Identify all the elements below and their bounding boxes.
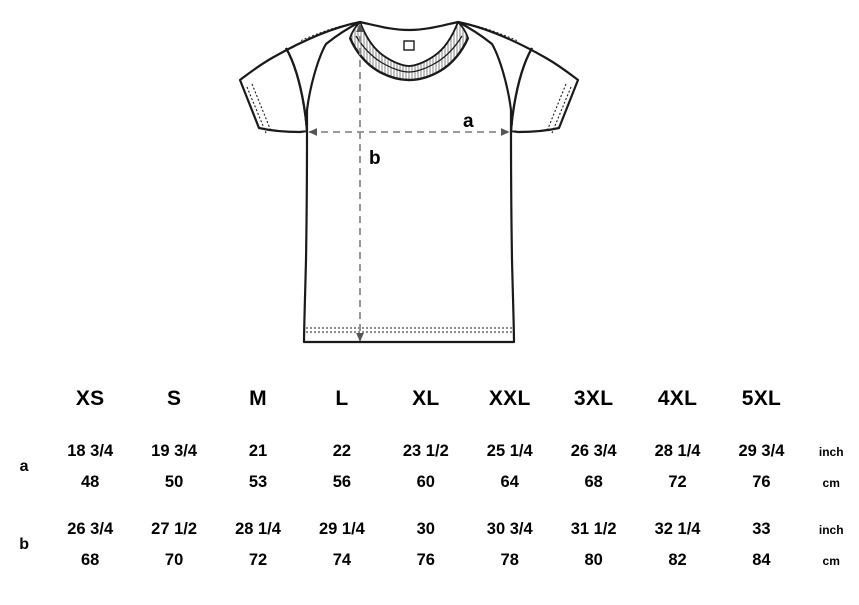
neck-ribbing — [348, 21, 470, 82]
cell-b-cm-5xl: 84 — [752, 551, 771, 569]
spacer-cell — [0, 416, 859, 436]
row-label-b: b — [19, 536, 29, 553]
cell-a-inch-s: 19 3/4 — [151, 442, 198, 460]
cell-a-cm-m: 53 — [248, 473, 268, 491]
table-row-b-inch: b 26 3/4 27 1/2 28 1/4 29 1/4 30 30 3/4 … — [0, 514, 859, 553]
cell-b-inch-xxl: 30 3/4 — [486, 520, 533, 538]
cell-b-cm-4xl: 82 — [668, 551, 687, 569]
cell-a-inch-xl: 23 1/2 — [402, 442, 449, 460]
dimension-label-a: a — [463, 111, 474, 132]
cell-b-inch-m: 28 1/4 — [235, 520, 281, 538]
cell-a-cm-s: 50 — [164, 473, 184, 491]
table-row-b-cm: 68 70 72 74 76 78 80 82 84 cm — [0, 545, 859, 576]
unit-label-b-cm: cm — [822, 553, 840, 568]
t-shirt-illustration: a b — [238, 20, 580, 344]
cell-a-inch-4xl: 28 1/4 — [654, 442, 701, 460]
cell-b-cm-l: 74 — [332, 551, 352, 569]
size-header-xs: XS — [75, 387, 105, 410]
header-unit-blank — [803, 382, 859, 416]
size-header-4xl: 4XL — [657, 387, 698, 410]
cell-b-cm-m: 72 — [248, 551, 268, 569]
cell-a-inch-xs: 18 3/4 — [67, 442, 114, 460]
size-header-3xl: 3XL — [573, 387, 614, 410]
cell-b-inch-5xl: 33 — [752, 520, 771, 538]
row-label-a: a — [19, 458, 29, 475]
shoulder-seam — [299, 21, 519, 42]
table-row-a-inch: a 18 3/4 19 3/4 21 22 23 1/2 25 1/4 26 3… — [0, 436, 859, 475]
unit-label-a-cm: cm — [822, 475, 840, 490]
table-header-row: XS S M L XL XXL 3XL 4XL 5XL — [0, 382, 859, 416]
cell-b-inch-s: 27 1/2 — [151, 520, 198, 538]
cell-a-cm-xl: 60 — [416, 473, 435, 491]
unit-label-b-inch: inch — [818, 522, 844, 537]
measurements-table: XS S M L XL XXL 3XL 4XL 5XL a 18 3/4 19 … — [0, 382, 859, 576]
spacer-cell — [0, 498, 859, 514]
cell-a-inch-3xl: 26 3/4 — [570, 442, 617, 460]
size-header-s: S — [166, 387, 182, 410]
spacer-row-1 — [0, 416, 859, 436]
cell-b-inch-xl: 30 — [416, 520, 435, 538]
unit-label-a-inch: inch — [818, 444, 844, 459]
size-header-xxl: XXL — [488, 387, 531, 410]
cell-a-inch-m: 21 — [248, 442, 268, 460]
spacer-row-2 — [0, 498, 859, 514]
size-header-5xl: 5XL — [741, 387, 782, 410]
neck-label-tag — [403, 40, 415, 51]
cell-b-inch-xs: 26 3/4 — [67, 520, 114, 538]
cell-a-inch-l: 22 — [332, 442, 352, 460]
cell-a-inch-5xl: 29 3/4 — [738, 442, 785, 460]
cell-a-cm-3xl: 68 — [584, 473, 603, 491]
cell-a-inch-xxl: 25 1/4 — [486, 442, 533, 460]
dimension-label-b: b — [369, 148, 381, 169]
cell-b-cm-3xl: 80 — [584, 551, 603, 569]
cell-a-cm-xs: 48 — [81, 473, 100, 491]
cell-b-cm-s: 70 — [164, 551, 184, 569]
header-corner-blank — [0, 382, 48, 416]
cell-b-inch-3xl: 31 1/2 — [570, 520, 617, 538]
cell-a-cm-l: 56 — [332, 473, 352, 491]
cell-b-cm-xs: 68 — [81, 551, 100, 569]
cell-a-cm-4xl: 72 — [668, 473, 687, 491]
size-chart-table: XS S M L XL XXL 3XL 4XL 5XL a 18 3/4 19 … — [0, 382, 859, 605]
size-header-l: L — [335, 387, 349, 410]
cell-b-cm-xxl: 78 — [500, 551, 519, 569]
table-row-a-cm: 48 50 53 56 60 64 68 72 76 cm — [0, 467, 859, 498]
cell-a-cm-xxl: 64 — [500, 473, 519, 491]
size-header-xl: XL — [412, 387, 440, 410]
cell-b-cm-xl: 76 — [416, 551, 435, 569]
cell-a-cm-5xl: 76 — [752, 473, 771, 491]
cell-b-inch-l: 29 1/4 — [318, 520, 365, 538]
size-header-m: M — [249, 387, 267, 410]
cell-b-inch-4xl: 32 1/4 — [654, 520, 701, 538]
